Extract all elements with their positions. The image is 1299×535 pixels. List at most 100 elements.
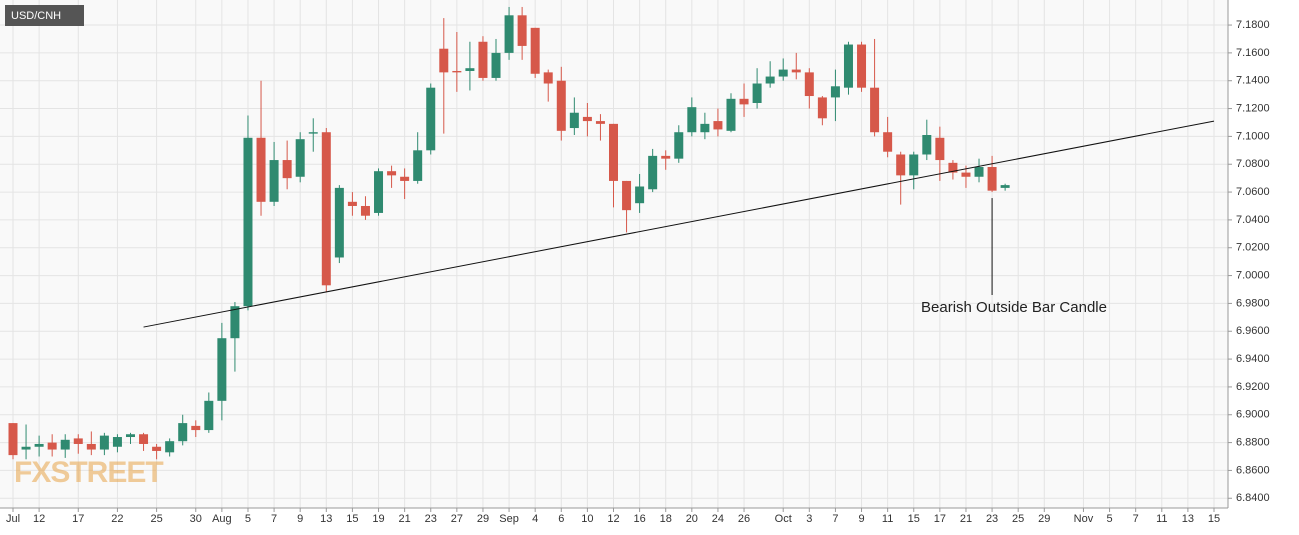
candle-body <box>230 306 240 339</box>
candle-body <box>178 423 188 442</box>
x-tick-label: 19 <box>372 513 384 525</box>
candle-body <box>125 434 135 438</box>
candle-body <box>922 135 932 155</box>
y-tick-label: 7.0000 <box>1236 269 1270 281</box>
candle-body <box>243 137 253 307</box>
candle-body <box>426 87 436 151</box>
x-tick-label: 25 <box>150 513 162 525</box>
x-tick-label: 23 <box>986 513 998 525</box>
chart-title: USD/CNH <box>11 10 61 22</box>
candle-body <box>478 41 488 78</box>
candle-body <box>974 167 984 177</box>
x-tick-label: 3 <box>806 513 812 525</box>
candle-body <box>687 107 697 133</box>
candle-body <box>439 48 449 73</box>
y-tick-label: 7.1800 <box>1236 19 1270 31</box>
x-tick-label: 10 <box>581 513 593 525</box>
x-tick-label: 22 <box>111 513 123 525</box>
x-tick-label: 23 <box>425 513 437 525</box>
candle-body <box>857 44 867 88</box>
candle-body <box>517 15 527 46</box>
candle-body <box>609 123 618 181</box>
trendline <box>143 120 1215 328</box>
x-tick-label: 24 <box>712 513 724 525</box>
candle-body <box>86 443 96 450</box>
candle-body <box>8 423 18 456</box>
x-tick-label: 6 <box>558 513 564 525</box>
candle-body <box>830 86 840 98</box>
x-tick-label: 9 <box>858 513 864 525</box>
x-tick-label: 25 <box>1012 513 1024 525</box>
candle-body <box>530 27 540 74</box>
x-tick-label: Jul <box>6 513 20 525</box>
x-tick-label: 21 <box>960 513 972 525</box>
y-tick-label: 7.0400 <box>1236 214 1270 226</box>
candle-body <box>295 139 305 177</box>
candle-body <box>282 160 292 179</box>
candle-body <box>491 52 501 78</box>
x-tick-label: Aug <box>212 513 232 525</box>
candle-body <box>843 44 853 88</box>
x-tick-label: 17 <box>934 513 946 525</box>
y-tick-label: 7.1600 <box>1236 47 1270 59</box>
x-tick-label: Oct <box>775 513 792 525</box>
x-tick-label: 7 <box>1133 513 1139 525</box>
x-tick-label: 13 <box>320 513 332 525</box>
candle-body <box>400 176 410 181</box>
candle-body <box>334 187 344 258</box>
watermark: FXSTREET <box>14 456 163 489</box>
candle-body <box>582 116 592 122</box>
candle-body <box>713 121 723 130</box>
candle-body <box>569 112 579 129</box>
x-tick-label: 20 <box>686 513 698 525</box>
x-tick-label: 7 <box>832 513 838 525</box>
y-tick-label: 6.9400 <box>1236 353 1270 365</box>
y-tick-label: 6.9000 <box>1236 409 1270 421</box>
candle-body <box>804 72 814 97</box>
candle-body <box>948 162 958 173</box>
x-tick-label: 17 <box>72 513 84 525</box>
y-tick-label: 7.1400 <box>1236 75 1270 87</box>
y-tick-label: 6.8800 <box>1236 436 1270 448</box>
x-tick-label: 26 <box>738 513 750 525</box>
x-tick-label: 21 <box>399 513 411 525</box>
candle-body <box>661 155 671 159</box>
candle-body <box>739 98 749 105</box>
x-tick-label: 29 <box>477 513 489 525</box>
candle-body <box>217 338 227 401</box>
x-tick-label: 9 <box>297 513 303 525</box>
candle-body <box>321 132 331 286</box>
candle-body <box>648 155 658 190</box>
title-box <box>5 5 84 26</box>
y-tick-label: 6.9800 <box>1236 297 1270 309</box>
candle-body <box>112 437 122 447</box>
candle-body <box>139 434 149 444</box>
y-tick-label: 6.9200 <box>1236 381 1270 393</box>
candle-body <box>817 97 827 119</box>
candle-body <box>60 439 70 450</box>
y-tick-label: 7.1000 <box>1236 130 1270 142</box>
candle-body <box>152 446 162 451</box>
candle-body <box>1000 185 1010 188</box>
candle-body <box>622 180 632 211</box>
y-tick-label: 6.9600 <box>1236 325 1270 337</box>
x-tick-label: Nov <box>1074 513 1094 525</box>
candle-body <box>204 400 214 431</box>
candle-body <box>765 76 775 84</box>
x-tick-label: 11 <box>1156 513 1167 525</box>
x-tick-label: 7 <box>271 513 277 525</box>
x-tick-label: 15 <box>346 513 358 525</box>
candle-body <box>987 167 997 191</box>
candle-body <box>347 201 357 206</box>
candle-body <box>387 171 397 176</box>
candle-body <box>21 446 31 450</box>
candle-body <box>256 137 266 202</box>
candle-body <box>47 442 57 450</box>
x-tick-label: 27 <box>451 513 463 525</box>
y-tick-label: 6.8400 <box>1236 492 1270 504</box>
candle-body <box>360 205 370 216</box>
candle-body <box>269 160 279 202</box>
candle-body <box>726 98 736 131</box>
